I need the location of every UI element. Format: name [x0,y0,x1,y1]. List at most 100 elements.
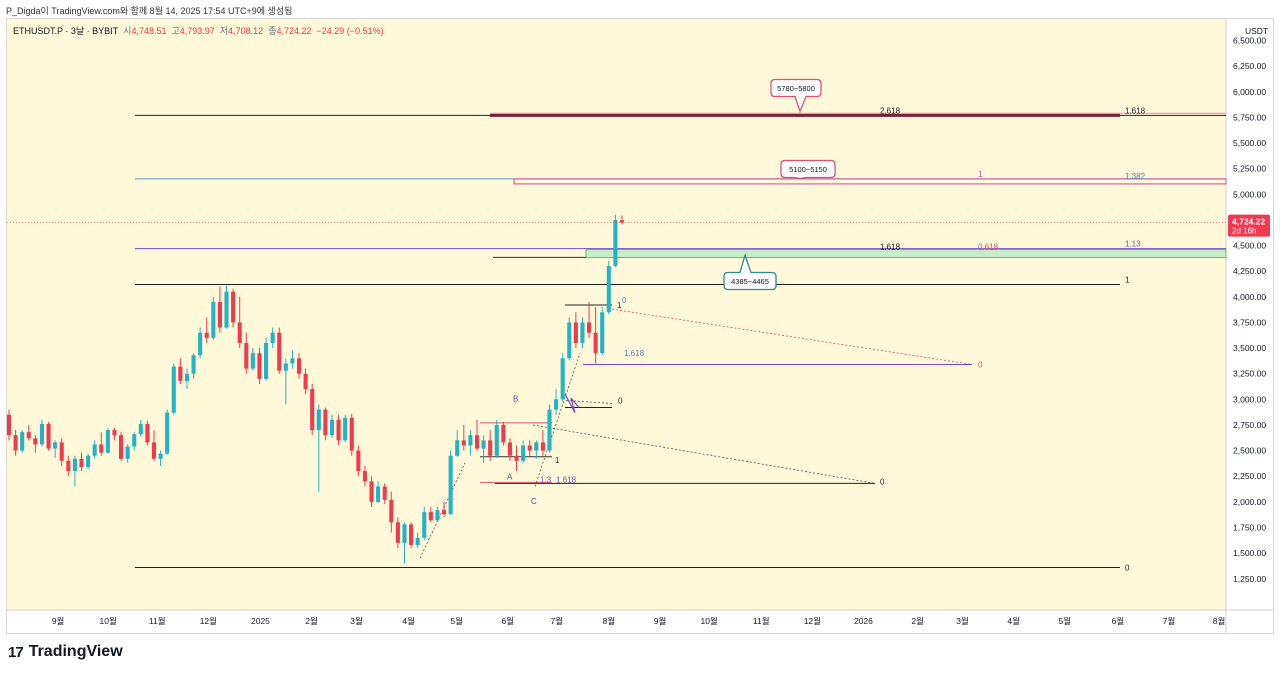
open-value: 4,748.51 [131,26,167,36]
fib-zone-green [585,249,1227,259]
candle-body [356,450,361,472]
candle-body [217,301,222,328]
time-tick-label: 3월 [350,616,363,626]
candle-body [277,332,282,371]
abc-label-1: 1 [555,456,560,465]
candle-body [6,414,12,436]
candle-body [389,499,394,523]
price-tick-label: 3,250.00 [1233,369,1266,379]
price-tick-label: 1,250.00 [1233,574,1266,584]
candle-body [151,442,157,459]
time-tick-label: 2월 [911,616,924,626]
candle-body [501,424,506,443]
candle-body [448,455,453,515]
candle-body [441,510,447,515]
abc-label-13: 1.3 [540,475,552,484]
price-tick-label: 3,000.00 [1233,394,1266,404]
candle-body [184,373,190,381]
candle-body [119,435,124,459]
candlestick-series[interactable] [6,214,625,564]
candle-body [72,458,77,472]
candle-body [580,322,585,343]
price-tick-label: 6,250.00 [1233,61,1266,71]
candle-body [369,481,374,502]
candle-body [250,353,255,369]
candle-body [619,220,625,223]
callout-4385-text: 4385~4465 [731,277,769,286]
candle-body [567,322,572,359]
candle-body [343,417,348,441]
abc-label-1618: 1.618 [556,475,577,484]
symbol-legend[interactable]: ETHUSDT.P · 3날 · BYBIT 시4,748.51 고4,793.… [13,24,384,37]
candle-body [560,358,565,400]
price-tick-label: 6,500.00 [1233,36,1266,46]
candle-body [488,440,493,456]
swing-label-1618: 1.618 [624,349,645,358]
time-tick-label: 12월 [804,616,821,626]
change-value: −24.29 (−0.51%) [316,26,384,36]
candle-body [244,342,249,369]
price-axis[interactable]: 1,250.00 1,500.00 1,750.00 2,000.00 2,250.00… [1233,36,1266,584]
price-tick-label: 1,750.00 [1233,522,1266,532]
price-tick-label: 3,750.00 [1233,317,1266,327]
swing-label-0-mid: 0 [618,396,623,405]
candle-body [422,512,427,538]
candle-body [494,424,499,456]
price-tick-label: 2,500.00 [1233,446,1266,456]
time-tick-label: 11월 [753,616,770,626]
candle-body [310,389,315,431]
time-axis[interactable]: 9월 10월 11월 12월 2025 2월 3월 4월 5월 6월 7월 8월 9월 10월 11월 12월… [52,616,1226,626]
candle-body [165,412,170,454]
candle-body [257,353,262,379]
time-tick-label: 8월 [603,616,616,626]
candle-body [79,458,84,468]
candle-body [33,438,38,445]
time-tick-label: 11월 [149,616,166,626]
time-tick-label: 6월 [501,616,514,626]
brand-name: TradingView [28,643,123,660]
time-tick-label: 7월 [551,616,564,626]
candle-body [474,435,480,449]
candle-body [435,510,440,521]
candle-body [145,423,150,443]
candle-body [540,442,545,451]
wave-label-b: B [513,394,518,403]
candle-body [554,399,559,410]
wave-marker-purple [564,393,580,413]
plot-background[interactable] [7,19,1226,610]
candle-body [171,366,176,413]
callout-5780-bubble [770,78,822,114]
price-tick-label: 1,500.00 [1233,548,1266,558]
price-tick-label: 4,500.00 [1233,241,1266,251]
low-label: 저 [219,26,229,36]
candle-body [455,440,460,456]
candle-body [158,453,163,459]
price-tick-label: 2,250.00 [1233,471,1266,481]
candle-body [349,417,354,451]
swing-label-0-blue: 0 [622,296,627,305]
candle-body [593,332,598,354]
time-tick-label: 5월 [450,616,463,626]
candle-body [428,512,433,521]
callout-4385-group: 4385~4465 [723,253,777,291]
price-tick-label: 2,750.00 [1233,420,1266,430]
high-label: 고 [171,26,180,36]
candle-body [264,342,269,379]
candle-body [178,366,183,381]
time-tick-label: 2026 [854,616,873,626]
candle-body [283,363,288,371]
candle-body [132,434,137,447]
candle-body [362,471,367,482]
tradingview-brand[interactable]: 17 TradingView [8,643,123,661]
swing-label-0-red: 0 [978,360,983,369]
candle-body [534,442,539,451]
candle-body [329,419,335,436]
fib-label-1-purple: 1 [978,170,983,179]
time-tick-label: 9월 [654,616,667,626]
candle-body [376,486,381,502]
callout-5100-group: 5100~5150 [780,159,836,180]
candle-body [606,266,611,313]
candle-body [211,301,216,338]
